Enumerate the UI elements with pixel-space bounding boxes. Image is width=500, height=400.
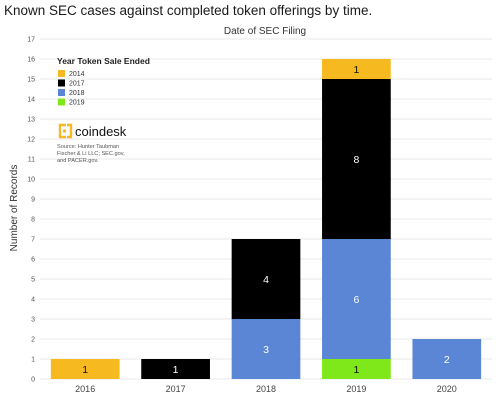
y-tick-label: 15 — [27, 77, 35, 84]
bar-segment-2017-2018 — [231, 239, 301, 319]
logo-bracket-left — [58, 123, 66, 139]
y-tick-label: 2 — [31, 337, 35, 344]
bar-segment-label: 8 — [353, 154, 359, 166]
y-tick-label: 3 — [31, 317, 35, 324]
y-tick-label: 13 — [27, 117, 35, 124]
bar-segment-label: 4 — [263, 274, 269, 286]
coindesk-logo: coindesk — [58, 123, 127, 139]
legend-label-2018: 2018 — [69, 90, 85, 97]
bar-segment-2014-2019 — [322, 59, 391, 79]
chart-title: Known SEC cases against completed token … — [4, 3, 373, 18]
x-tick-label: 2017 — [166, 384, 186, 394]
x-tick-label: 2019 — [346, 384, 366, 394]
y-tick-label: 0 — [31, 377, 35, 384]
logo-dot — [63, 129, 66, 133]
y-tick-label: 5 — [31, 277, 35, 284]
y-axis-label: Number of Records — [9, 165, 20, 252]
bar-segment-label: 1 — [82, 364, 88, 376]
bar-segment-label: 6 — [353, 294, 359, 306]
y-tick-label: 16 — [27, 57, 35, 64]
y-tick-label: 17 — [27, 37, 35, 44]
bar-segment-label: 1 — [173, 364, 179, 376]
legend-swatch-2014 — [58, 70, 65, 77]
y-tick-label: 14 — [27, 97, 35, 104]
bar-segment-2018-2018 — [231, 319, 301, 379]
bar-segment-2018-2020 — [412, 339, 482, 379]
legend-swatch-2017 — [58, 79, 65, 87]
legend-label-2019: 2019 — [69, 100, 85, 107]
bar-segment-2017-2019 — [322, 79, 391, 239]
y-tick-label: 11 — [28, 157, 35, 164]
bar-segment-label: 1 — [353, 364, 359, 376]
chart-subtitle: Date of SEC Filing — [224, 26, 306, 37]
x-tick-label: 2020 — [437, 384, 457, 394]
legend-swatch-2018 — [58, 89, 65, 96]
legend-swatch-2019 — [58, 98, 65, 106]
bar-segment-label: 1 — [353, 64, 359, 76]
bar-segment-label: 2 — [444, 354, 450, 366]
coindesk-bracket-icon — [58, 123, 73, 139]
y-tick-label: 9 — [31, 197, 35, 204]
x-axis-ticks: 2016 2017 2018 2019 2020 — [75, 384, 457, 394]
y-tick-label: 10 — [27, 177, 35, 184]
y-tick-label: 8 — [31, 217, 35, 224]
bar-segment-2017-2017 — [141, 359, 210, 379]
y-tick-label: 12 — [27, 137, 35, 144]
logo-bracket-right — [67, 123, 73, 139]
source-line-1: Source: Hunter Taubman — [57, 144, 119, 150]
bars: 1 1 3 4 1 6 8 1 2 — [50, 59, 482, 379]
source-line-3: and PACER.gov. — [57, 158, 99, 164]
legend-label-2014: 2014 — [69, 71, 85, 78]
y-tick-label: 1 — [31, 357, 35, 364]
legend: Year Token Sale Ended 2014 2017 2018 2019 — [57, 56, 150, 107]
y-tick-label: 4 — [31, 297, 35, 304]
bar-segment-2019-2019 — [322, 359, 391, 379]
bar-segment-label: 3 — [263, 344, 269, 356]
source-line-2: Fischer & Li LLC; SEC.gov, — [57, 151, 125, 157]
x-tick-label: 2016 — [75, 384, 95, 394]
bar-segment-2014-2016 — [50, 359, 120, 379]
y-tick-label: 6 — [31, 257, 35, 264]
bar-segment-2018-2019 — [322, 239, 391, 359]
y-tick-label: 7 — [31, 237, 35, 244]
legend-label-2017: 2017 — [69, 81, 85, 88]
logo-text: coindesk — [75, 124, 127, 139]
legend-title: Year Token Sale Ended — [57, 56, 150, 66]
x-tick-label: 2018 — [256, 384, 276, 394]
